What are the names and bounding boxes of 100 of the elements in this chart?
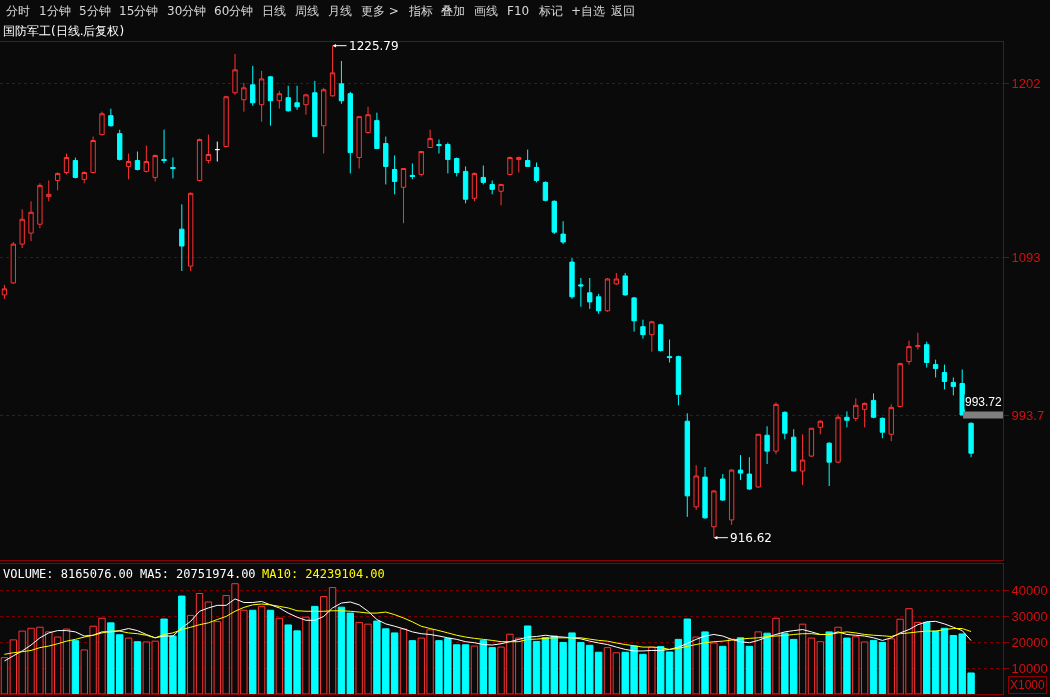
candlestick <box>844 410 850 428</box>
text: F10 <box>507 4 530 18</box>
candlestick <box>134 150 141 171</box>
candlestick <box>808 427 815 458</box>
candlestick <box>799 433 806 486</box>
candlestick <box>356 116 362 170</box>
line-series <box>3 603 972 655</box>
candlestick <box>187 191 194 272</box>
candlestick <box>746 456 753 491</box>
candlestick <box>817 419 823 435</box>
bar <box>692 636 700 694</box>
candlestick <box>950 376 957 396</box>
candlestick <box>782 410 788 440</box>
candlestick <box>551 199 557 235</box>
bar <box>311 605 319 694</box>
candlestick <box>418 150 424 177</box>
bar <box>266 609 275 694</box>
candlestick <box>861 401 868 428</box>
series-label: MA10: 24239104.00 <box>262 567 385 581</box>
text: 叠加 <box>441 4 465 18</box>
candlestick <box>28 200 34 242</box>
bar <box>754 631 762 694</box>
bar <box>940 627 949 694</box>
bar <box>603 647 612 694</box>
bar <box>648 646 656 694</box>
candlestick <box>533 161 540 183</box>
bar <box>710 642 718 694</box>
candlestick <box>462 165 469 204</box>
bar <box>133 641 142 694</box>
candlestick <box>471 172 478 202</box>
candlestick <box>702 466 708 520</box>
candlestick <box>303 93 309 116</box>
candlestick <box>498 183 504 206</box>
candlestick <box>90 136 96 174</box>
candlestick <box>507 156 513 176</box>
candlestick <box>241 82 247 113</box>
candlestick <box>524 149 531 167</box>
annotation: 1225.79 <box>349 39 399 53</box>
candlestick <box>941 364 948 390</box>
candlestick <box>764 425 770 465</box>
candlestick <box>338 60 345 105</box>
bar <box>763 632 771 694</box>
candlestick <box>400 168 407 224</box>
text: +自选 <box>571 4 606 18</box>
annotation: 916.62 <box>730 531 772 545</box>
candlestick <box>99 111 105 137</box>
candlestick <box>480 164 486 185</box>
candlestick <box>595 293 602 315</box>
bar <box>257 605 266 694</box>
candlestick <box>915 332 921 351</box>
text: 指标 <box>408 4 433 18</box>
bar <box>408 640 417 694</box>
candlestick <box>658 323 664 353</box>
candlestick <box>622 272 628 297</box>
candlestick <box>489 179 495 195</box>
y-axis-title: X1000 <box>1010 678 1046 692</box>
candlestick <box>276 90 283 110</box>
candlestick <box>968 421 974 458</box>
candlestick <box>835 413 841 464</box>
candlestick <box>959 369 965 416</box>
y-tick-label: 1093 <box>1011 249 1041 265</box>
candlestick <box>143 145 149 173</box>
candlestick <box>205 134 212 164</box>
bar <box>727 638 736 694</box>
candlestick <box>897 362 903 408</box>
chart-title: VOLUME: 8165076.00 <box>3 567 134 581</box>
candlestick <box>214 141 220 163</box>
y-tick-label: 40000 <box>1011 583 1048 599</box>
bar <box>736 637 745 694</box>
candlestick <box>117 129 123 162</box>
candlestick <box>427 129 433 149</box>
y-tick-label: 1202 <box>1011 76 1041 92</box>
bar <box>825 631 833 694</box>
y-tick-label: 10000 <box>1011 660 1048 676</box>
candlestick <box>888 403 894 442</box>
candlestick <box>196 138 203 182</box>
candlestick <box>72 157 79 179</box>
bar <box>719 645 727 694</box>
candlestick <box>445 142 451 174</box>
candlestick <box>321 87 327 155</box>
candlestick <box>179 203 185 272</box>
text: 标记 <box>538 4 563 18</box>
y-tick-label: 20000 <box>1011 635 1048 651</box>
text: 月线 <box>328 4 352 18</box>
candlestick <box>63 153 70 175</box>
candlestick <box>374 112 380 149</box>
bar <box>701 631 709 694</box>
bar <box>62 628 71 694</box>
candlestick <box>267 75 274 127</box>
bar <box>869 639 878 694</box>
candlestick <box>640 319 646 340</box>
candlestick <box>587 277 593 310</box>
candlestick <box>542 180 549 202</box>
text: 周线 <box>295 4 319 18</box>
candlestick <box>232 53 238 96</box>
text: 5分钟 <box>79 4 111 18</box>
candlestick <box>631 296 637 333</box>
text: 60分钟 <box>214 4 254 18</box>
candlestick <box>684 412 690 518</box>
candlestick <box>693 464 699 511</box>
